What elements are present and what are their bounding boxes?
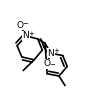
Text: N: N bbox=[48, 49, 54, 58]
Text: −: − bbox=[22, 21, 28, 27]
Text: O: O bbox=[44, 59, 51, 68]
Text: +: + bbox=[28, 31, 34, 37]
Text: +: + bbox=[53, 48, 59, 54]
Text: O: O bbox=[16, 21, 23, 30]
Text: N: N bbox=[23, 31, 29, 40]
Text: −: − bbox=[49, 62, 55, 68]
